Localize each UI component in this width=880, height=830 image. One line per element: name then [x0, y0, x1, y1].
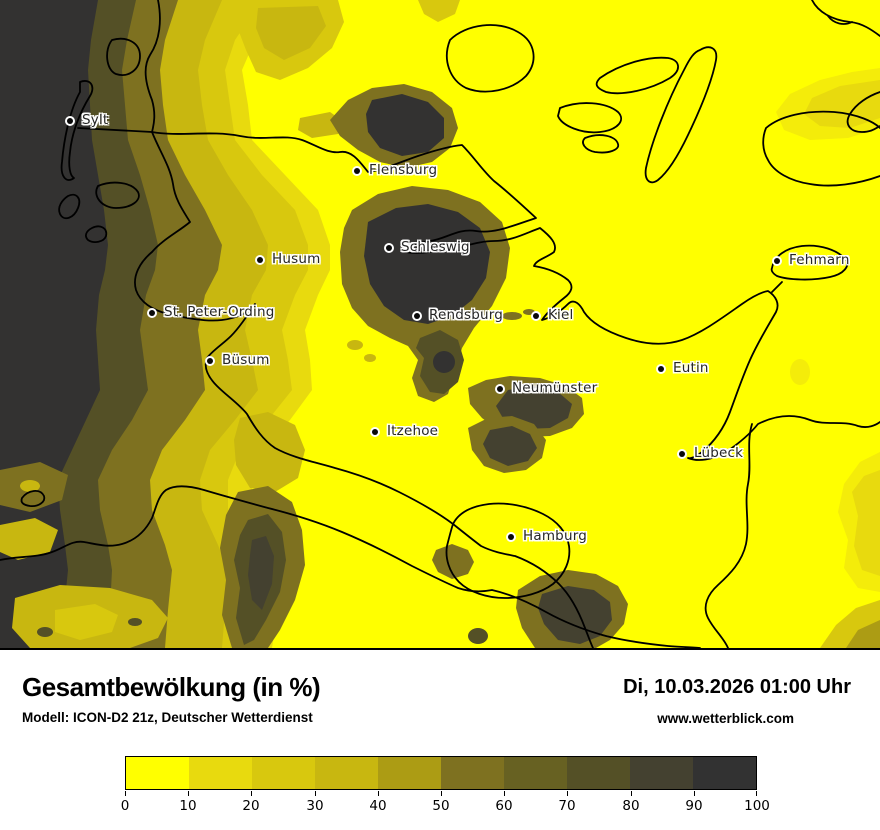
- colorbar-segment: [252, 757, 315, 789]
- colorbar-tick-label: 90: [685, 798, 703, 814]
- colorbar-tick-label: 0: [120, 798, 130, 814]
- colorbar-tickmark: [125, 791, 126, 796]
- colorbar-segment: [378, 757, 441, 789]
- colorbar-tick-label: 70: [558, 798, 576, 814]
- colorbar-tickmark: [631, 791, 632, 796]
- colorbar-segment: [630, 757, 693, 789]
- colorbar-tickmark: [504, 791, 505, 796]
- colorbar-tickmark: [441, 791, 442, 796]
- colorbar-segment: [189, 757, 252, 789]
- colorbar-segment: [567, 757, 630, 789]
- colorbar-tick-label: 50: [432, 798, 450, 814]
- colorbar-segment: [693, 757, 756, 789]
- page-title: Gesamtbewölkung (in %): [22, 672, 321, 702]
- colorbar-tickmark: [315, 791, 316, 796]
- weather-map: Sylt Flensburg Schleswig Husum St. Peter-Ord…: [0, 0, 880, 650]
- colorbar-tick-label: 20: [242, 798, 260, 814]
- colorbar-tickmark: [694, 791, 695, 796]
- colorbar-segment: [315, 757, 378, 789]
- coastline-layer: [0, 0, 880, 648]
- website-label: www.wetterblick.com: [657, 711, 794, 726]
- colorbar-tick-label: 30: [306, 798, 324, 814]
- colorbar-tick-label: 40: [369, 798, 387, 814]
- colorbar-tickmark: [251, 791, 252, 796]
- colorbar-tick-label: 60: [495, 798, 513, 814]
- legend: 0 10 20 30 40 50 60 70 80 90 100: [121, 756, 770, 826]
- colorbar-segment: [126, 757, 189, 789]
- colorbar-tickmark: [188, 791, 189, 796]
- model-info: Modell: ICON-D2 21z, Deutscher Wetterdie…: [22, 710, 313, 725]
- colorbar-segment: [504, 757, 567, 789]
- colorbar-segment: [441, 757, 504, 789]
- cloud-layer: [0, 0, 880, 648]
- footer: Gesamtbewölkung (in %) Modell: ICON-D2 2…: [0, 650, 880, 830]
- colorbar-tick-label: 80: [622, 798, 640, 814]
- colorbar-tickmark: [756, 791, 757, 796]
- colorbar-tickmark: [567, 791, 568, 796]
- map-canvas: [0, 0, 880, 648]
- colorbar-tickmark: [378, 791, 379, 796]
- forecast-datetime: Di, 10.03.2026 01:00 Uhr: [623, 676, 851, 698]
- colorbar-tick-label: 10: [179, 798, 197, 814]
- colorbar: [125, 756, 757, 790]
- colorbar-tick-label: 100: [744, 798, 770, 814]
